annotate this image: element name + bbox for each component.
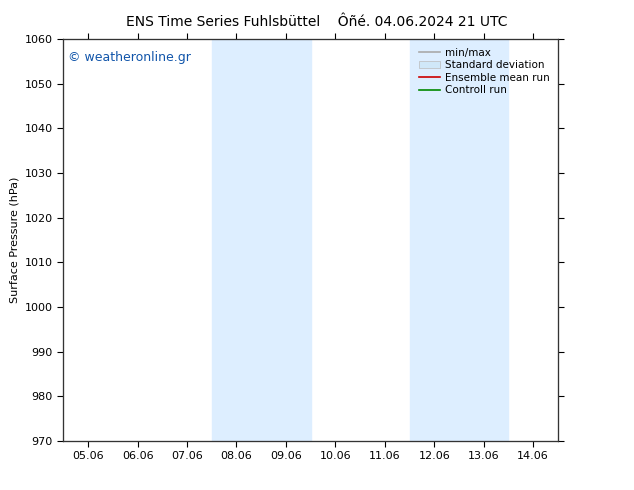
Legend: min/max, Standard deviation, Ensemble mean run, Controll run: min/max, Standard deviation, Ensemble me… xyxy=(416,45,553,98)
Y-axis label: Surface Pressure (hPa): Surface Pressure (hPa) xyxy=(10,177,19,303)
Bar xyxy=(212,39,311,441)
Bar xyxy=(410,39,508,441)
Text: © weatheronline.gr: © weatheronline.gr xyxy=(68,51,191,64)
Text: ENS Time Series Fuhlsbüttel    Ôñé. 04.06.2024 21 UTC: ENS Time Series Fuhlsbüttel Ôñé. 04.06.2… xyxy=(126,15,508,29)
